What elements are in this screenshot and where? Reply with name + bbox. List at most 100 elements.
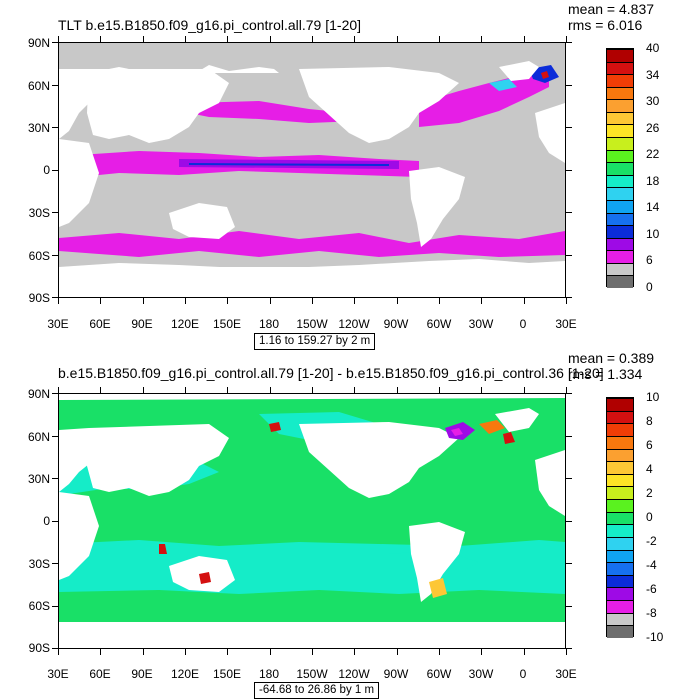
colorbar-swatch [607,111,633,125]
colorbar-level-label: 0 [646,510,653,524]
x-axis-tick [565,387,567,393]
y-axis-tick [52,648,58,649]
x-axis-tick [565,36,567,42]
bottom-rms-label: rms = 1.334 [568,366,643,382]
x-axis-tick [58,387,59,393]
bottom-xtick-label: 120W [338,667,370,681]
top-north-america [299,67,459,143]
top-xtick-label: 120E [170,317,200,331]
top-contour-range-label: 1.16 to 159.27 by 2 m [254,333,376,351]
bottom-greenland [495,408,539,432]
bottom-xtick-label: 60W [426,667,452,681]
top-eurasia [87,69,229,143]
colorbar-swatch [607,149,633,163]
colorbar-swatch [607,423,633,436]
bottom-antarctica [59,622,565,648]
x-axis-tick [396,36,398,42]
x-axis-tick [481,36,483,42]
bottom-australia-red [199,572,211,584]
top-southern-ocean-band [59,231,565,257]
colorbar-swatch [607,162,633,175]
top-ytick-label: 30S [28,206,50,220]
colorbar-swatch [607,499,633,512]
y-axis-tick [566,605,572,607]
x-axis-tick [311,36,313,42]
x-axis-tick [184,36,186,42]
top-xtick-label: 30E [555,317,577,331]
bottom-xtick-label: 150W [296,667,328,681]
x-axis-tick [311,298,313,304]
x-axis-tick [396,387,398,393]
bottom-xtick-label: 30E [47,667,69,681]
top-ytick-label: 30N [27,121,50,135]
bottom-north-america [299,422,459,498]
bottom-north-atlantic-red [503,432,515,444]
colorbar-swatch [607,410,633,424]
colorbar-swatch [607,237,633,251]
colorbar-swatch [607,562,633,575]
top-north-pacific-band [189,101,359,123]
colorbar-level-label: -2 [646,534,657,548]
y-axis-tick [566,478,572,479]
y-axis-tick [52,254,58,256]
colorbar-swatch [607,275,633,288]
y-axis-tick [52,127,58,128]
colorbar-swatch [607,511,633,525]
top-map-panel: TLT b.e15.B1850.f09_g16.pi_control.all.7… [27,2,660,351]
top-xtick-label: 180 [258,317,280,331]
x-axis-tick [227,387,229,393]
top-xtick-label: 150E [212,317,242,331]
colorbar-swatch [607,99,633,112]
x-axis-tick [100,36,102,42]
colorbar-level-label: 6 [646,253,653,268]
bottom-contour-range-label: -64.68 to 26.86 by 1 m [254,682,380,700]
colorbar-level-label: 34 [646,67,660,82]
y-axis-tick [566,254,572,256]
colorbar-level-label: 4 [646,462,653,476]
colorbar-level-label: 26 [646,120,660,135]
top-xtick-label: 30W [468,317,494,331]
top-australia [169,203,235,239]
colorbar-level-label: 2 [646,486,653,500]
top-xtick-label: 90W [383,317,409,331]
bottom-southern-cyan-band [59,540,565,594]
colorbar-swatch [607,174,633,188]
colorbar-level-label: 14 [646,200,660,215]
bottom-mean-label: mean = 0.389 [568,350,655,366]
x-axis-tick [565,649,567,655]
y-axis-tick [566,435,572,437]
bottom-ytick-label: 90N [27,387,50,401]
y-axis-tick [52,297,58,298]
bottom-ytick-label: 60S [28,599,50,613]
y-axis-tick [566,169,572,171]
colorbar-swatch [607,187,633,200]
top-ytick-label: 60N [27,79,50,93]
y-axis-tick [52,84,58,86]
colorbar-swatch [607,448,633,462]
bottom-labrador-core [451,428,463,436]
x-axis-tick [269,649,271,655]
y-axis-tick [52,393,58,394]
top-greenland [499,61,539,81]
y-axis-tick [566,297,572,298]
top-map-title: TLT b.e15.B1850.f09_g16.pi_control.all.7… [58,17,362,33]
colorbar-swatch [607,587,633,601]
x-axis-tick [142,387,144,393]
colorbar-swatch [607,612,633,626]
x-axis-tick [58,649,59,655]
top-north-atlantic-band [419,69,549,127]
y-axis-tick [566,563,572,564]
y-axis-tick [566,84,572,86]
bottom-xtick-label: 120E [170,667,200,681]
colorbar-swatch [607,199,633,213]
x-axis-tick [354,387,356,393]
bottom-xtick-label: 180 [258,667,280,681]
x-axis-tick [227,36,229,42]
y-axis-tick [566,127,572,128]
x-axis-tick [438,387,440,393]
colorbar-level-label: 10 [646,226,660,241]
x-axis-tick [481,387,483,393]
y-axis-tick [52,169,58,171]
bottom-eurasia [87,424,229,496]
top-africa [59,139,99,227]
